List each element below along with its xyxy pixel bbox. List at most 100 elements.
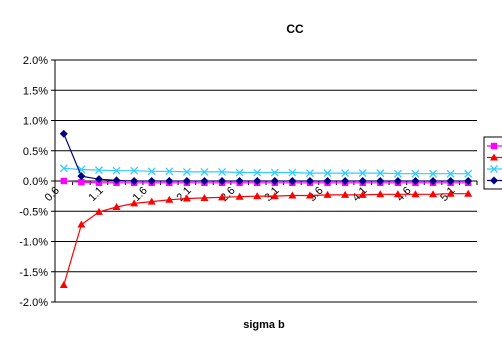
data-point: [59, 164, 68, 173]
data-point: [341, 190, 350, 198]
data-point: [78, 179, 85, 186]
data-point: [305, 177, 314, 185]
data-point: [218, 193, 227, 201]
data-point: [77, 220, 86, 228]
data-point: [305, 169, 314, 178]
series-3: [59, 164, 473, 178]
data-point: [130, 199, 139, 207]
y-axis-ticks: 2.0% 1.5% 1.0% 0.5% 0.0% -0.5% -1.0% -1.5% -2.0%: [19, 55, 55, 309]
data-point: [165, 177, 174, 185]
data-point: [376, 177, 385, 185]
data-point: [147, 177, 156, 185]
legend-entry: [487, 153, 502, 161]
data-point: [147, 167, 156, 176]
legend-box: [483, 136, 502, 190]
data-point: [182, 167, 191, 176]
data-point: [464, 169, 473, 178]
y-tick-label: 0.5%: [23, 146, 48, 158]
data-point: [464, 189, 473, 197]
data-point: [446, 169, 455, 178]
data-point: [490, 142, 498, 150]
data-point: [165, 167, 174, 176]
data-point: [376, 190, 385, 198]
data-point: [130, 166, 139, 175]
data-point: [147, 197, 156, 205]
data-point: [411, 190, 420, 198]
data-point: [464, 177, 473, 185]
data-point: [112, 176, 121, 185]
data-point: [130, 177, 139, 185]
data-point: [288, 191, 297, 199]
y-tick-label: -1.0%: [19, 237, 48, 249]
data-point: [429, 177, 438, 185]
data-point: [358, 169, 367, 178]
data-point: [270, 168, 279, 177]
data-point: [235, 177, 244, 185]
data-point: [182, 194, 191, 202]
y-tick-label: 2.0%: [23, 55, 48, 67]
data-point: [94, 207, 103, 215]
data-point: [490, 176, 498, 185]
data-point: [60, 177, 67, 185]
y-tick-label: -2.0%: [19, 297, 48, 309]
data-point: [200, 193, 209, 201]
data-point: [235, 192, 244, 200]
data-point: [112, 203, 121, 211]
data-point: [411, 169, 420, 178]
data-point: [288, 168, 297, 177]
data-point: [200, 177, 209, 185]
x-axis-title: sigma b: [243, 319, 285, 331]
y-tick-label: -0.5%: [19, 206, 48, 218]
y-tick-label: 0.0%: [23, 176, 48, 188]
data-point: [305, 191, 314, 199]
data-point: [112, 166, 121, 175]
data-point: [270, 192, 279, 200]
data-point: [393, 169, 402, 178]
data-point: [411, 177, 420, 185]
data-point: [376, 169, 385, 178]
data-point: [323, 177, 332, 185]
x-tick-label: 2.6: [218, 185, 237, 204]
data-point: [94, 175, 103, 184]
data-point: [393, 190, 402, 198]
data-point: [393, 177, 402, 185]
y-tick-label: 1.0%: [23, 116, 48, 128]
data-point: [218, 177, 227, 185]
legend: [483, 136, 502, 190]
series-line: [63, 167, 469, 175]
data-point: [59, 281, 68, 289]
data-point: [253, 168, 262, 177]
data-point: [77, 172, 86, 181]
series-4: [59, 129, 473, 185]
legend-entry: [487, 176, 502, 185]
series-2: [59, 189, 473, 289]
data-point: [218, 167, 227, 176]
data-point: [341, 177, 350, 185]
data-point: [341, 169, 350, 178]
data-point: [446, 189, 455, 197]
plot-series: [59, 129, 473, 289]
data-point: [429, 169, 438, 178]
data-point: [59, 129, 68, 138]
data-point: [323, 169, 332, 178]
x-tick-label: 3.1: [262, 185, 281, 204]
y-tick-label: -1.5%: [19, 267, 48, 279]
data-point: [429, 190, 438, 198]
x-tick-label: 1.1: [87, 185, 106, 204]
legend-entry: [487, 165, 502, 173]
y-tick-label: 1.5%: [23, 85, 48, 97]
data-point: [490, 153, 498, 161]
data-point: [358, 190, 367, 198]
data-point: [253, 177, 262, 185]
chart-title: CC: [286, 22, 304, 36]
data-point: [235, 168, 244, 177]
data-point: [94, 166, 103, 175]
legend-entry: [487, 142, 502, 150]
data-point: [270, 177, 279, 185]
data-point: [323, 190, 332, 198]
data-point: [446, 177, 455, 185]
data-point: [253, 192, 262, 200]
series-line: [63, 193, 469, 286]
data-point: [490, 165, 498, 173]
